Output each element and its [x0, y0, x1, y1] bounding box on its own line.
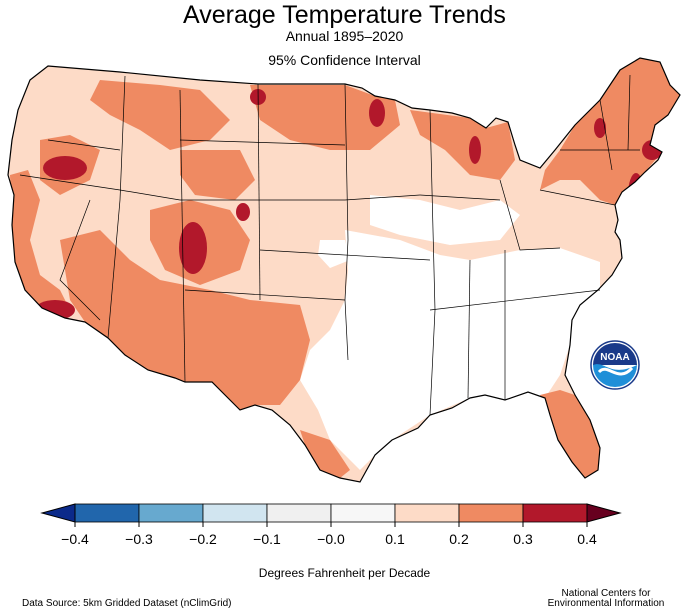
warm-region-southwest: [60, 230, 310, 410]
warm-region-great-lakes: [410, 110, 515, 180]
hotspot-utah: [179, 222, 207, 274]
hotspot-maine: [594, 118, 606, 138]
warm-region-northeast: [540, 58, 680, 205]
colorbar-tick-label: −0.4: [61, 531, 89, 547]
colorbar-bins: [74, 503, 588, 523]
warm-region-northern-rockies: [90, 80, 230, 150]
noaa-logo-text: NOAA: [600, 352, 629, 363]
colorbar-tick-label: 0.1: [385, 531, 405, 547]
colorbar-tick-label: −0.3: [125, 531, 153, 547]
organization-line-1: National Centers for: [561, 588, 651, 599]
colorbar-tick-label: −0.2: [189, 531, 217, 547]
colorbar-under-arrow: [40, 503, 76, 523]
colorbar: [40, 503, 622, 527]
hotspot-northern-california: [43, 156, 87, 180]
warm-region-west-coast: [10, 170, 70, 310]
hotspot-michigan: [469, 136, 481, 164]
organization-line-2: Environmental Information: [547, 598, 665, 609]
colorbar-bin: [138, 503, 204, 523]
noaa-logo-icon: NOAA: [590, 340, 640, 390]
colorbar-bin: [394, 503, 460, 523]
warm-region-northern-plains: [250, 85, 400, 150]
trend-shading: [10, 58, 680, 478]
no-trend-region-midwest: [370, 195, 520, 245]
organization-name: National Centers for Environmental Infor…: [531, 589, 681, 609]
colorbar-tick-label: 0.3: [513, 531, 533, 547]
us-temperature-trend-map: [7, 57, 681, 483]
colorbar-bin: [74, 503, 140, 523]
colorbar-tick-label: −0.0: [317, 531, 345, 547]
hotspot-wyoming: [236, 203, 250, 221]
no-trend-region-southeast: [300, 230, 600, 470]
colorbar-units-label: Degrees Fahrenheit per Decade: [258, 566, 431, 580]
colorbar-tick-label: 0.4: [577, 531, 597, 547]
map-title: Average Temperature Trends: [183, 1, 506, 29]
colorbar-bin: [266, 503, 332, 523]
colorbar-bin: [330, 503, 396, 523]
data-source-text: Data Source: 5km Gridded Dataset (nClimG…: [22, 598, 232, 609]
colorbar-tick-label: −0.1: [253, 531, 281, 547]
map-subtitle-confidence: 95% Confidence Interval: [268, 52, 421, 68]
colorbar-bin: [458, 503, 524, 523]
colorbar-ticks: [74, 522, 588, 527]
hotspot-minnesota: [369, 99, 385, 127]
no-trend-region-plains: [318, 240, 350, 268]
colorbar-bin: [202, 503, 268, 523]
warm-region-texas-south: [300, 430, 350, 478]
state-boundaries: [19, 74, 640, 416]
map-subtitle: Annual 1895–2020: [285, 28, 404, 44]
colorbar-bin: [522, 503, 588, 523]
colorbar-over-arrow: [586, 503, 622, 523]
warm-region-wyoming: [180, 150, 255, 200]
colorbar-tick-label: 0.2: [449, 531, 469, 547]
